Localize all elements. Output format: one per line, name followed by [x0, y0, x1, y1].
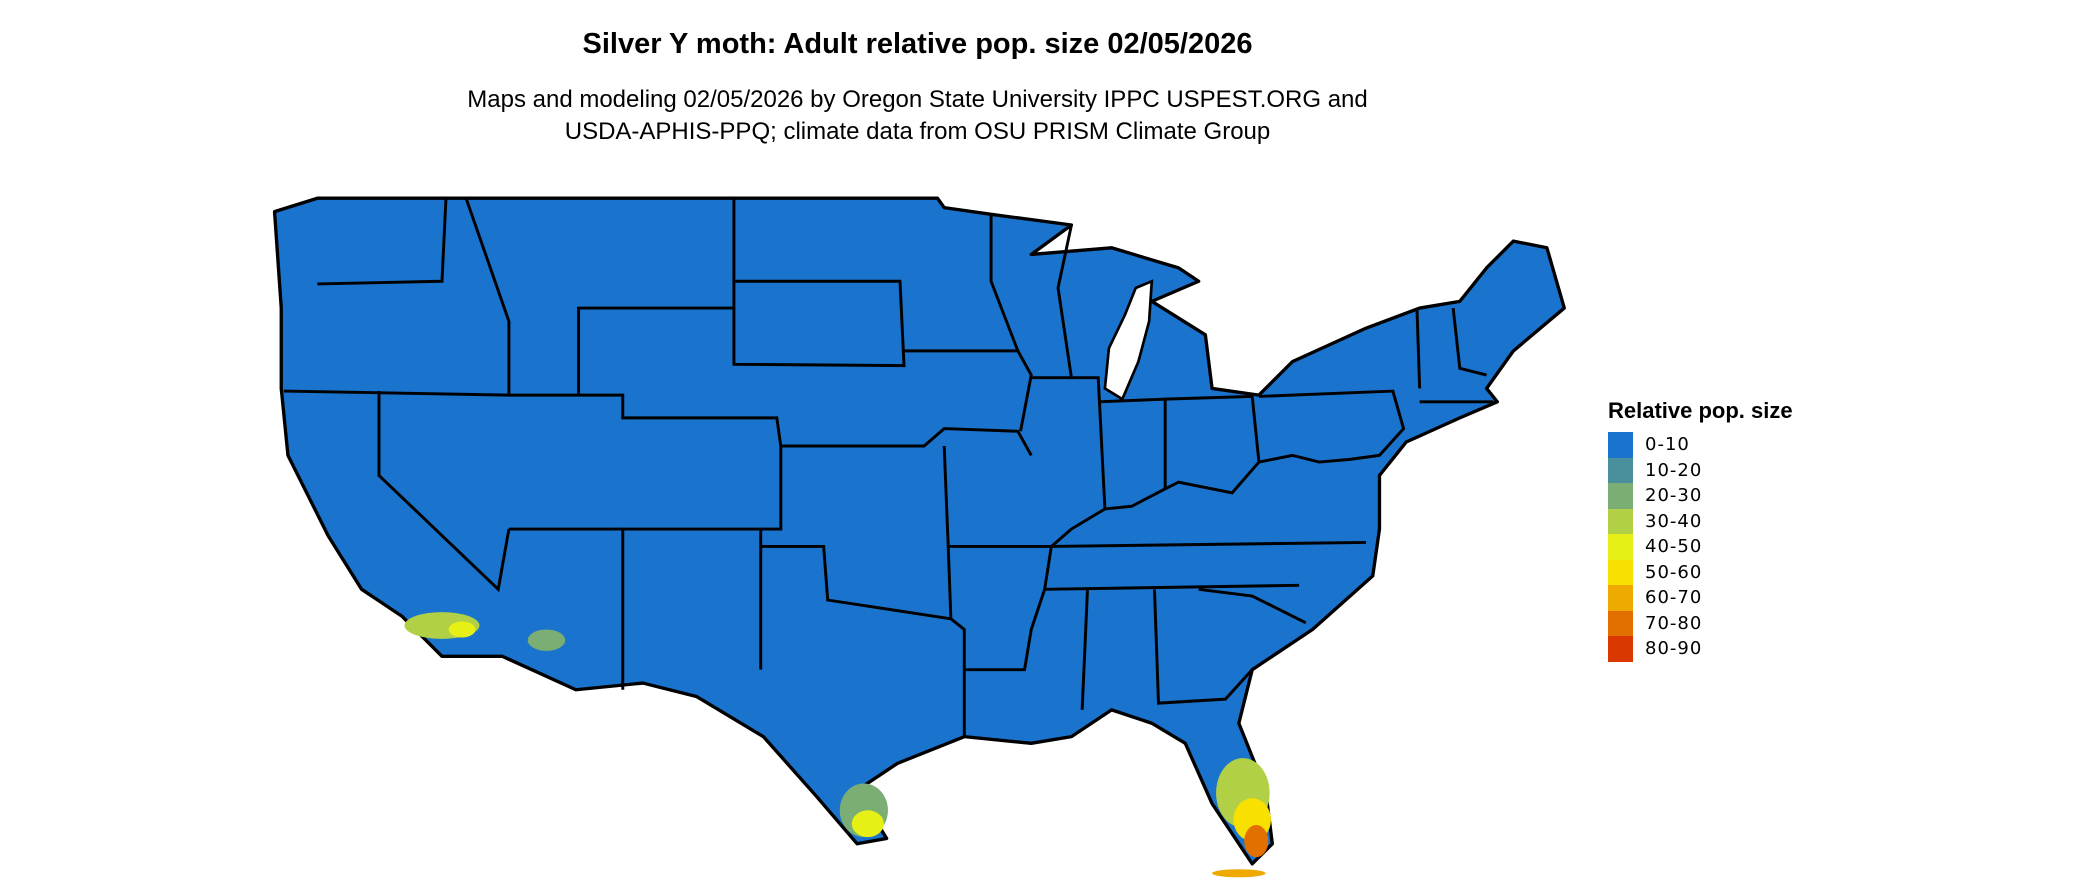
hotspot-florida-keys [1212, 869, 1266, 878]
legend-label: 60-70 [1645, 587, 1703, 609]
legend-items: 0-10 10-20 20-30 30-40 40-50 50-60 60-70 70-80 8… [1608, 432, 1793, 662]
legend-item: 30-40 [1608, 508, 1793, 534]
legend-label: 80-90 [1645, 638, 1703, 660]
map-title: Silver Y moth: Adult relative pop. size … [582, 28, 1253, 60]
legend-item: 20-30 [1608, 483, 1793, 509]
hotspot-south-texas-core [851, 810, 884, 838]
population-hotspots [404, 612, 1271, 878]
lake-michigan [1103, 279, 1154, 402]
legend: Relative pop. size 0-10 10-20 20-30 30-40 40… [1608, 398, 1793, 662]
legend-item: 0-10 [1608, 432, 1793, 458]
legend-label: 20-30 [1645, 485, 1703, 507]
subtitle-line-1: Maps and modeling 02/05/2026 by Oregon S… [467, 86, 1368, 113]
hotspot-southern-california-core [448, 621, 476, 638]
state-borders [283, 197, 1494, 737]
hotspot-south-florida-core [1244, 825, 1269, 858]
legend-label: 40-50 [1645, 536, 1703, 558]
legend-label: 0-10 [1645, 434, 1690, 456]
legend-swatch [1608, 432, 1633, 458]
legend-label: 30-40 [1645, 510, 1703, 532]
legend-swatch [1608, 508, 1633, 534]
legend-item: 40-50 [1608, 534, 1793, 560]
legend-swatch [1608, 534, 1633, 560]
legend-swatch [1608, 610, 1633, 636]
legend-item: 50-60 [1608, 559, 1793, 585]
legend-label: 50-60 [1645, 561, 1703, 583]
conus-outline [272, 196, 1566, 866]
legend-item: 60-70 [1608, 585, 1793, 611]
legend-title: Relative pop. size [1608, 398, 1793, 423]
map-subtitle: Maps and modeling 02/05/2026 by Oregon S… [0, 84, 1835, 148]
legend-item: 70-80 [1608, 610, 1793, 636]
legend-swatch [1608, 457, 1633, 483]
legend-label: 70-80 [1645, 612, 1703, 634]
legend-swatch [1608, 559, 1633, 585]
hotspot-southern-arizona [527, 629, 566, 651]
legend-swatch [1608, 585, 1633, 611]
legend-item: 80-90 [1608, 636, 1793, 662]
legend-item: 10-20 [1608, 457, 1793, 483]
legend-swatch [1608, 636, 1633, 662]
legend-swatch [1608, 483, 1633, 509]
legend-label: 10-20 [1645, 459, 1703, 481]
subtitle-line-2: USDA-APHIS-PPQ; climate data from OSU PR… [564, 118, 1271, 145]
